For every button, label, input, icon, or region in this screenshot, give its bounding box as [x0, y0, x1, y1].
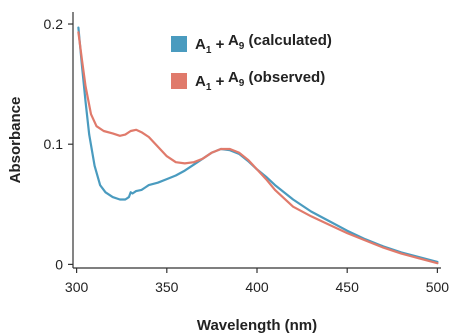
y-tick-label: 0 — [55, 256, 63, 272]
legend-swatch-0 — [171, 36, 187, 52]
x-tick-label: 450 — [336, 279, 360, 295]
legend-label-0: A1 + A9 (calculated) — [195, 32, 332, 56]
legend-label-part: 1 — [206, 82, 212, 93]
legend-label-part: 9 — [239, 41, 245, 52]
series-line-0 — [77, 26, 439, 264]
x-tick-label: 500 — [426, 279, 450, 295]
legend-label-part: A — [195, 36, 206, 53]
y-tick-label: 0.1 — [44, 136, 64, 152]
legend-label-part: (observed) — [244, 69, 325, 86]
legend-label-part: + — [211, 73, 228, 90]
legend-label-part: A — [228, 32, 239, 49]
x-axis-title: Wavelength (nm) — [197, 317, 317, 334]
legend-label-part: + — [211, 36, 228, 53]
legend-label-1: A1 + A9 (observed) — [195, 69, 325, 93]
axes — [72, 12, 441, 269]
legend-label-part: A — [228, 69, 239, 86]
ticks: 300 350 400 450 500 0 0.1 0.2 — [44, 16, 450, 295]
legend: A1 + A9 (calculated)A1 + A9 (observed) — [171, 32, 332, 93]
x-tick-label: 300 — [65, 279, 89, 295]
legend-label-part: (calculated) — [244, 32, 332, 49]
legend-label-part: 1 — [206, 45, 212, 56]
y-axis-title: Absorbance — [7, 97, 24, 184]
x-tick-label: 350 — [155, 279, 179, 295]
legend-label-part: A — [195, 73, 206, 90]
legend-swatch-1 — [171, 73, 187, 89]
series-line-1 — [77, 31, 439, 265]
series-layer — [77, 26, 439, 265]
legend-label-part: 9 — [239, 78, 245, 89]
x-tick-label: 400 — [245, 279, 269, 295]
y-tick-label: 0.2 — [44, 16, 64, 32]
